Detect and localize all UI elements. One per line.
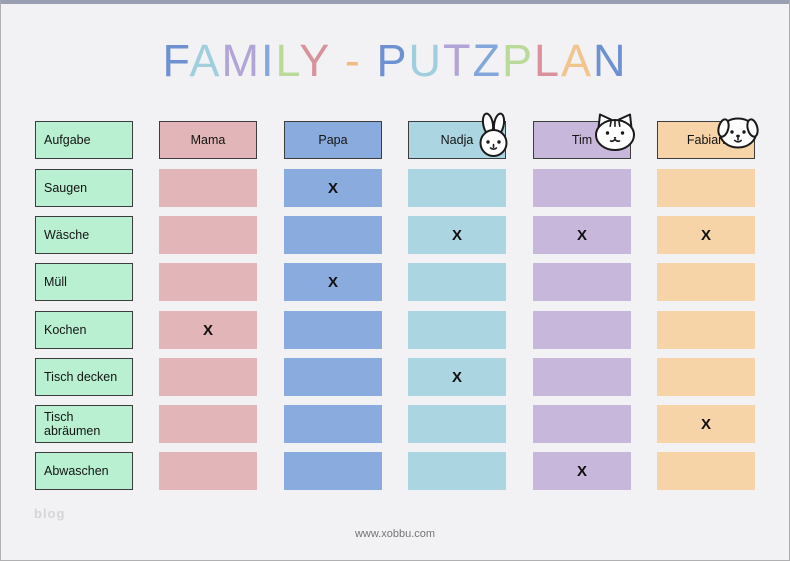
chore-cell-tim: X <box>533 216 631 254</box>
chore-cell-fabian <box>657 311 755 349</box>
chore-cell-papa <box>284 358 382 396</box>
title-letter: Z <box>472 35 502 86</box>
x-mark: X <box>700 415 711 433</box>
member-name-label: Fabian <box>686 133 726 147</box>
chore-cell-nadja <box>408 311 506 349</box>
task-cell: Wäsche <box>35 216 133 254</box>
chore-cell-nadja: X <box>408 216 506 254</box>
chore-cell-papa <box>284 452 382 490</box>
task-cell: Tisch decken <box>35 358 133 396</box>
chore-cell-papa: X <box>284 169 382 207</box>
chore-cell-nadja: X <box>408 358 506 396</box>
title-letter: L <box>275 35 300 86</box>
chore-cell-nadja <box>408 169 506 207</box>
chore-cell-nadja <box>408 405 506 443</box>
x-mark: X <box>576 462 587 480</box>
x-mark: X <box>327 179 338 197</box>
chore-cell-mama <box>159 358 257 396</box>
task-cell: Tisch abräumen <box>35 405 133 443</box>
chore-cell-papa <box>284 216 382 254</box>
chore-cell-fabian <box>657 263 755 301</box>
title-letter: N <box>593 35 628 86</box>
cat-icon <box>593 111 637 153</box>
chore-cell-tim <box>533 311 631 349</box>
x-mark: X <box>451 226 462 244</box>
title-letter: P <box>501 35 534 86</box>
chore-cell-tim <box>533 263 631 301</box>
task-label: Kochen <box>44 323 87 337</box>
chore-cell-fabian <box>657 169 755 207</box>
task-cell: Abwaschen <box>35 452 133 490</box>
title-letter <box>330 35 345 86</box>
chore-cell-mama <box>159 263 257 301</box>
x-mark: X <box>451 368 462 386</box>
chore-cell-tim: X <box>533 452 631 490</box>
blog-watermark: blog <box>34 506 66 521</box>
member-header-nadja: Nadja <box>408 112 508 159</box>
task-label: Tisch abräumen <box>44 410 101 438</box>
title-letter: M <box>221 35 261 86</box>
page-title: FAMILY - PUTZPLAN <box>1 36 789 86</box>
member-name-label: Nadja <box>440 133 474 147</box>
chore-cell-fabian: X <box>657 405 755 443</box>
member-name-label: Tim <box>571 133 593 147</box>
title-letter: P <box>376 35 409 86</box>
task-cell: Kochen <box>35 311 133 349</box>
chore-cell-nadja <box>408 452 506 490</box>
chore-cell-papa <box>284 311 382 349</box>
chore-cell-mama: X <box>159 311 257 349</box>
member-header-fabian: Fabian <box>657 117 759 159</box>
chore-cell-fabian <box>657 358 755 396</box>
chore-cell-papa <box>284 405 382 443</box>
chore-cell-fabian: X <box>657 216 755 254</box>
chore-cell-tim <box>533 405 631 443</box>
chore-cell-papa: X <box>284 263 382 301</box>
task-label: Saugen <box>44 181 88 195</box>
member-header-tim: Tim <box>533 113 635 159</box>
member-header-papa: Papa <box>284 121 382 159</box>
title-letter: - <box>344 35 362 86</box>
chore-cell-fabian <box>657 452 755 490</box>
title-letter: I <box>261 35 276 86</box>
title-letter: F <box>162 35 190 86</box>
chore-cell-nadja <box>408 263 506 301</box>
chore-cell-mama <box>159 169 257 207</box>
chore-cell-mama <box>159 216 257 254</box>
task-label: Wäsche <box>44 228 90 242</box>
task-label: Tisch decken <box>44 370 118 384</box>
title-letter <box>362 35 377 86</box>
x-mark: X <box>576 226 587 244</box>
task-column-header: Aufgabe <box>35 121 133 159</box>
footer-url: www.xobbu.com <box>354 528 436 540</box>
x-mark: X <box>327 273 338 291</box>
member-name-label: Mama <box>190 133 226 147</box>
bunny-icon <box>476 112 511 158</box>
x-mark: X <box>700 226 711 244</box>
title-letter: U <box>408 35 443 86</box>
title-letter: Y <box>299 35 331 86</box>
chore-cell-tim <box>533 358 631 396</box>
chore-cell-mama <box>159 452 257 490</box>
title-letter: A <box>561 35 594 86</box>
title-letter: L <box>533 35 561 86</box>
x-mark: X <box>202 321 213 339</box>
member-header-mama: Mama <box>159 121 257 159</box>
title-letter: T <box>442 35 473 86</box>
chore-cell-tim <box>533 169 631 207</box>
task-label: Müll <box>44 275 67 289</box>
task-column-header-label: Aufgabe <box>44 133 91 147</box>
task-cell: Müll <box>35 263 133 301</box>
chore-cell-mama <box>159 405 257 443</box>
title-letter: A <box>189 35 222 86</box>
task-cell: Saugen <box>35 169 133 207</box>
member-name-label: Papa <box>318 133 348 147</box>
task-label: Abwaschen <box>44 464 109 478</box>
